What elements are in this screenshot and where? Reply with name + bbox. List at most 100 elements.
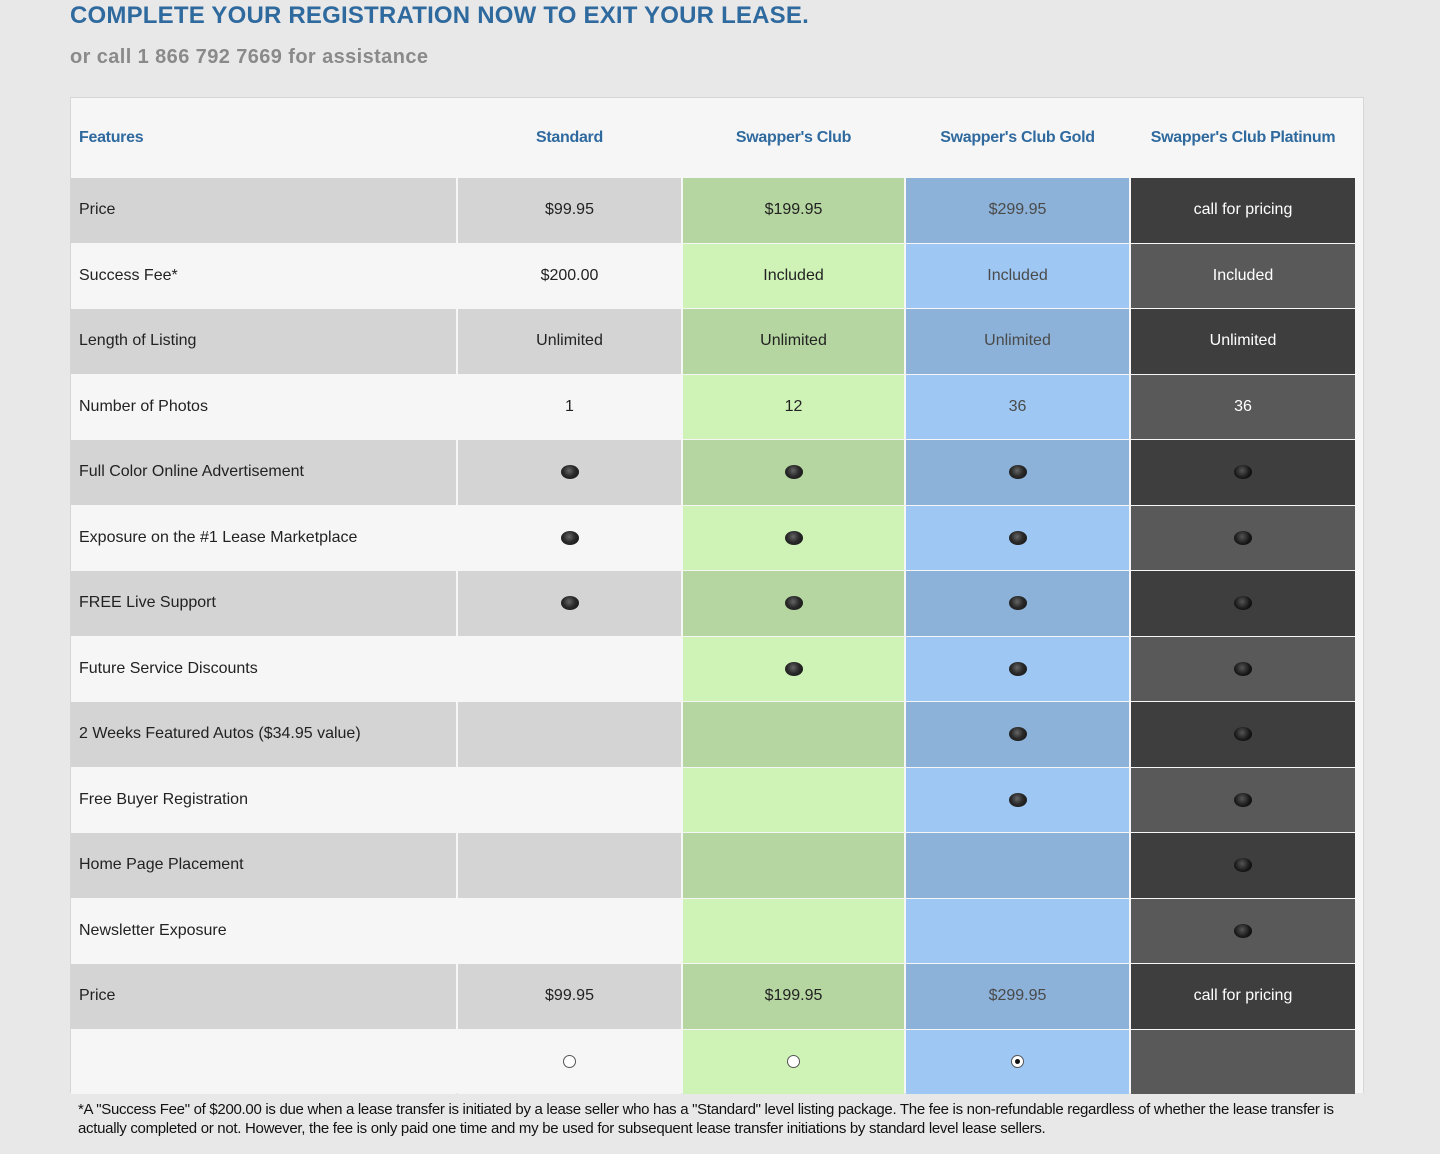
feature-label: 2 Weeks Featured Autos ($34.95 value) [71,702,456,767]
swappers-club-cell [683,440,904,505]
swappers-club-gold-cell [906,833,1129,898]
feature-label: Length of Listing [71,309,456,374]
features-column-header: Features [71,98,456,178]
included-bullet-icon [1234,923,1252,938]
swappers-club-platinum-cell [1131,636,1355,701]
standard-cell [458,702,681,767]
swappers-club-platinum-cell [1131,505,1355,570]
standard-cell [458,833,681,898]
feature-label: Free Buyer Registration [71,767,456,832]
included-bullet-icon [1234,530,1252,545]
standard-cell [458,767,681,832]
table-row: Price $99.95 $199.95 $299.95 call for pricin… [71,964,1355,1029]
table-row: Number of Photos 1 12 36 36 [71,374,1355,439]
included-bullet-icon [1234,727,1252,742]
included-bullet-icon [784,530,803,545]
included-bullet-icon [560,596,579,611]
included-bullet-icon [1234,596,1252,611]
swappers-club-gold-cell [906,571,1129,636]
included-bullet-icon [1234,792,1252,807]
standard-cell [458,571,681,636]
included-bullet-icon [1008,727,1027,742]
included-bullet-icon [784,465,803,480]
included-bullet-icon [1008,530,1027,545]
table-row: Success Fee* $200.00 Included Included Inclu… [71,243,1355,308]
swappers-club-radio[interactable] [787,1055,800,1069]
included-bullet-icon [784,661,803,676]
included-bullet-icon [1008,465,1027,480]
swappers-club-cell [683,505,904,570]
standard-cell [458,898,681,963]
swappers-club-cell [683,636,904,701]
standard-cell [458,440,681,505]
table-row: Home Page Placement [71,833,1355,898]
included-bullet-icon [1234,465,1252,480]
table-header-row: Features Standard Swapper's Club Swapper's … [71,98,1355,178]
swappers-club-platinum-cell [1131,440,1355,505]
swappers-club-gold-cell [906,898,1129,963]
swappers-club-platinum-column-header: Swapper's Club Platinum [1131,98,1355,178]
included-bullet-icon [1234,661,1252,676]
standard-cell: $200.00 [458,243,681,308]
swappers-club-cell: $199.95 [683,178,904,243]
standard-cell [458,636,681,701]
page-title: COMPLETE YOUR REGISTRATION NOW TO EXIT Y… [70,2,809,29]
swappers-club-platinum-cell [1131,1029,1355,1094]
table-row: Future Service Discounts [71,636,1355,701]
swappers-club-gold-cell [906,767,1129,832]
swappers-club-column-header: Swapper's Club [683,98,904,178]
swappers-club-gold-column-header: Swapper's Club Gold [906,98,1129,178]
feature-label: Number of Photos [71,374,456,439]
swappers-club-platinum-cell [1131,767,1355,832]
swappers-club-platinum-cell: call for pricing [1131,964,1355,1029]
swappers-club-cell [683,767,904,832]
included-bullet-icon [1008,792,1027,807]
included-bullet-icon [560,465,579,480]
feature-label: Price [71,964,456,1029]
feature-label: FREE Live Support [71,571,456,636]
swappers-club-gold-cell: Unlimited [906,309,1129,374]
included-bullet-icon [1234,858,1252,873]
standard-cell: 1 [458,374,681,439]
feature-label: Exposure on the #1 Lease Marketplace [71,505,456,570]
standard-cell [458,505,681,570]
feature-label: Home Page Placement [71,833,456,898]
feature-label: Future Service Discounts [71,636,456,701]
table-row: Newsletter Exposure [71,898,1355,963]
swappers-club-platinum-cell: call for pricing [1131,178,1355,243]
standard-cell: $99.95 [458,964,681,1029]
swappers-club-gold-radio[interactable] [1011,1055,1024,1069]
standard-radio[interactable] [563,1055,576,1069]
swappers-club-cell [683,898,904,963]
standard-column-header: Standard [458,98,681,178]
swappers-club-platinum-cell [1131,833,1355,898]
swappers-club-platinum-cell: Included [1131,243,1355,308]
standard-cell [458,1029,681,1094]
feature-label: Full Color Online Advertisement [71,440,456,505]
table-row: 2 Weeks Featured Autos ($34.95 value) [71,702,1355,767]
table-row: Length of Listing Unlimited Unlimited Unlim… [71,309,1355,374]
swappers-club-gold-cell: Included [906,243,1129,308]
swappers-club-gold-cell [906,702,1129,767]
included-bullet-icon [784,596,803,611]
swappers-club-platinum-cell [1131,571,1355,636]
swappers-club-platinum-cell: Unlimited [1131,309,1355,374]
feature-label: Success Fee* [71,243,456,308]
swappers-club-gold-cell: $299.95 [906,178,1129,243]
assistance-phone-text: or call 1 866 792 7669 for assistance [70,46,429,68]
table-row: Exposure on the #1 Lease Marketplace [71,505,1355,570]
swappers-club-cell: 12 [683,374,904,439]
swappers-club-cell: Included [683,243,904,308]
swappers-club-platinum-cell [1131,702,1355,767]
swappers-club-platinum-cell [1131,898,1355,963]
table-row: Price $99.95 $199.95 $299.95 call for pricin… [71,178,1355,243]
swappers-club-gold-cell: 36 [906,374,1129,439]
plan-select-row [71,1029,1355,1094]
swappers-club-platinum-cell: 36 [1131,374,1355,439]
standard-cell: Unlimited [458,309,681,374]
pricing-comparison-table: Features Standard Swapper's Club Swapper's … [70,97,1364,1094]
swappers-club-cell: $199.95 [683,964,904,1029]
swappers-club-gold-cell [906,440,1129,505]
swappers-club-cell [683,702,904,767]
table-row: Full Color Online Advertisement [71,440,1355,505]
